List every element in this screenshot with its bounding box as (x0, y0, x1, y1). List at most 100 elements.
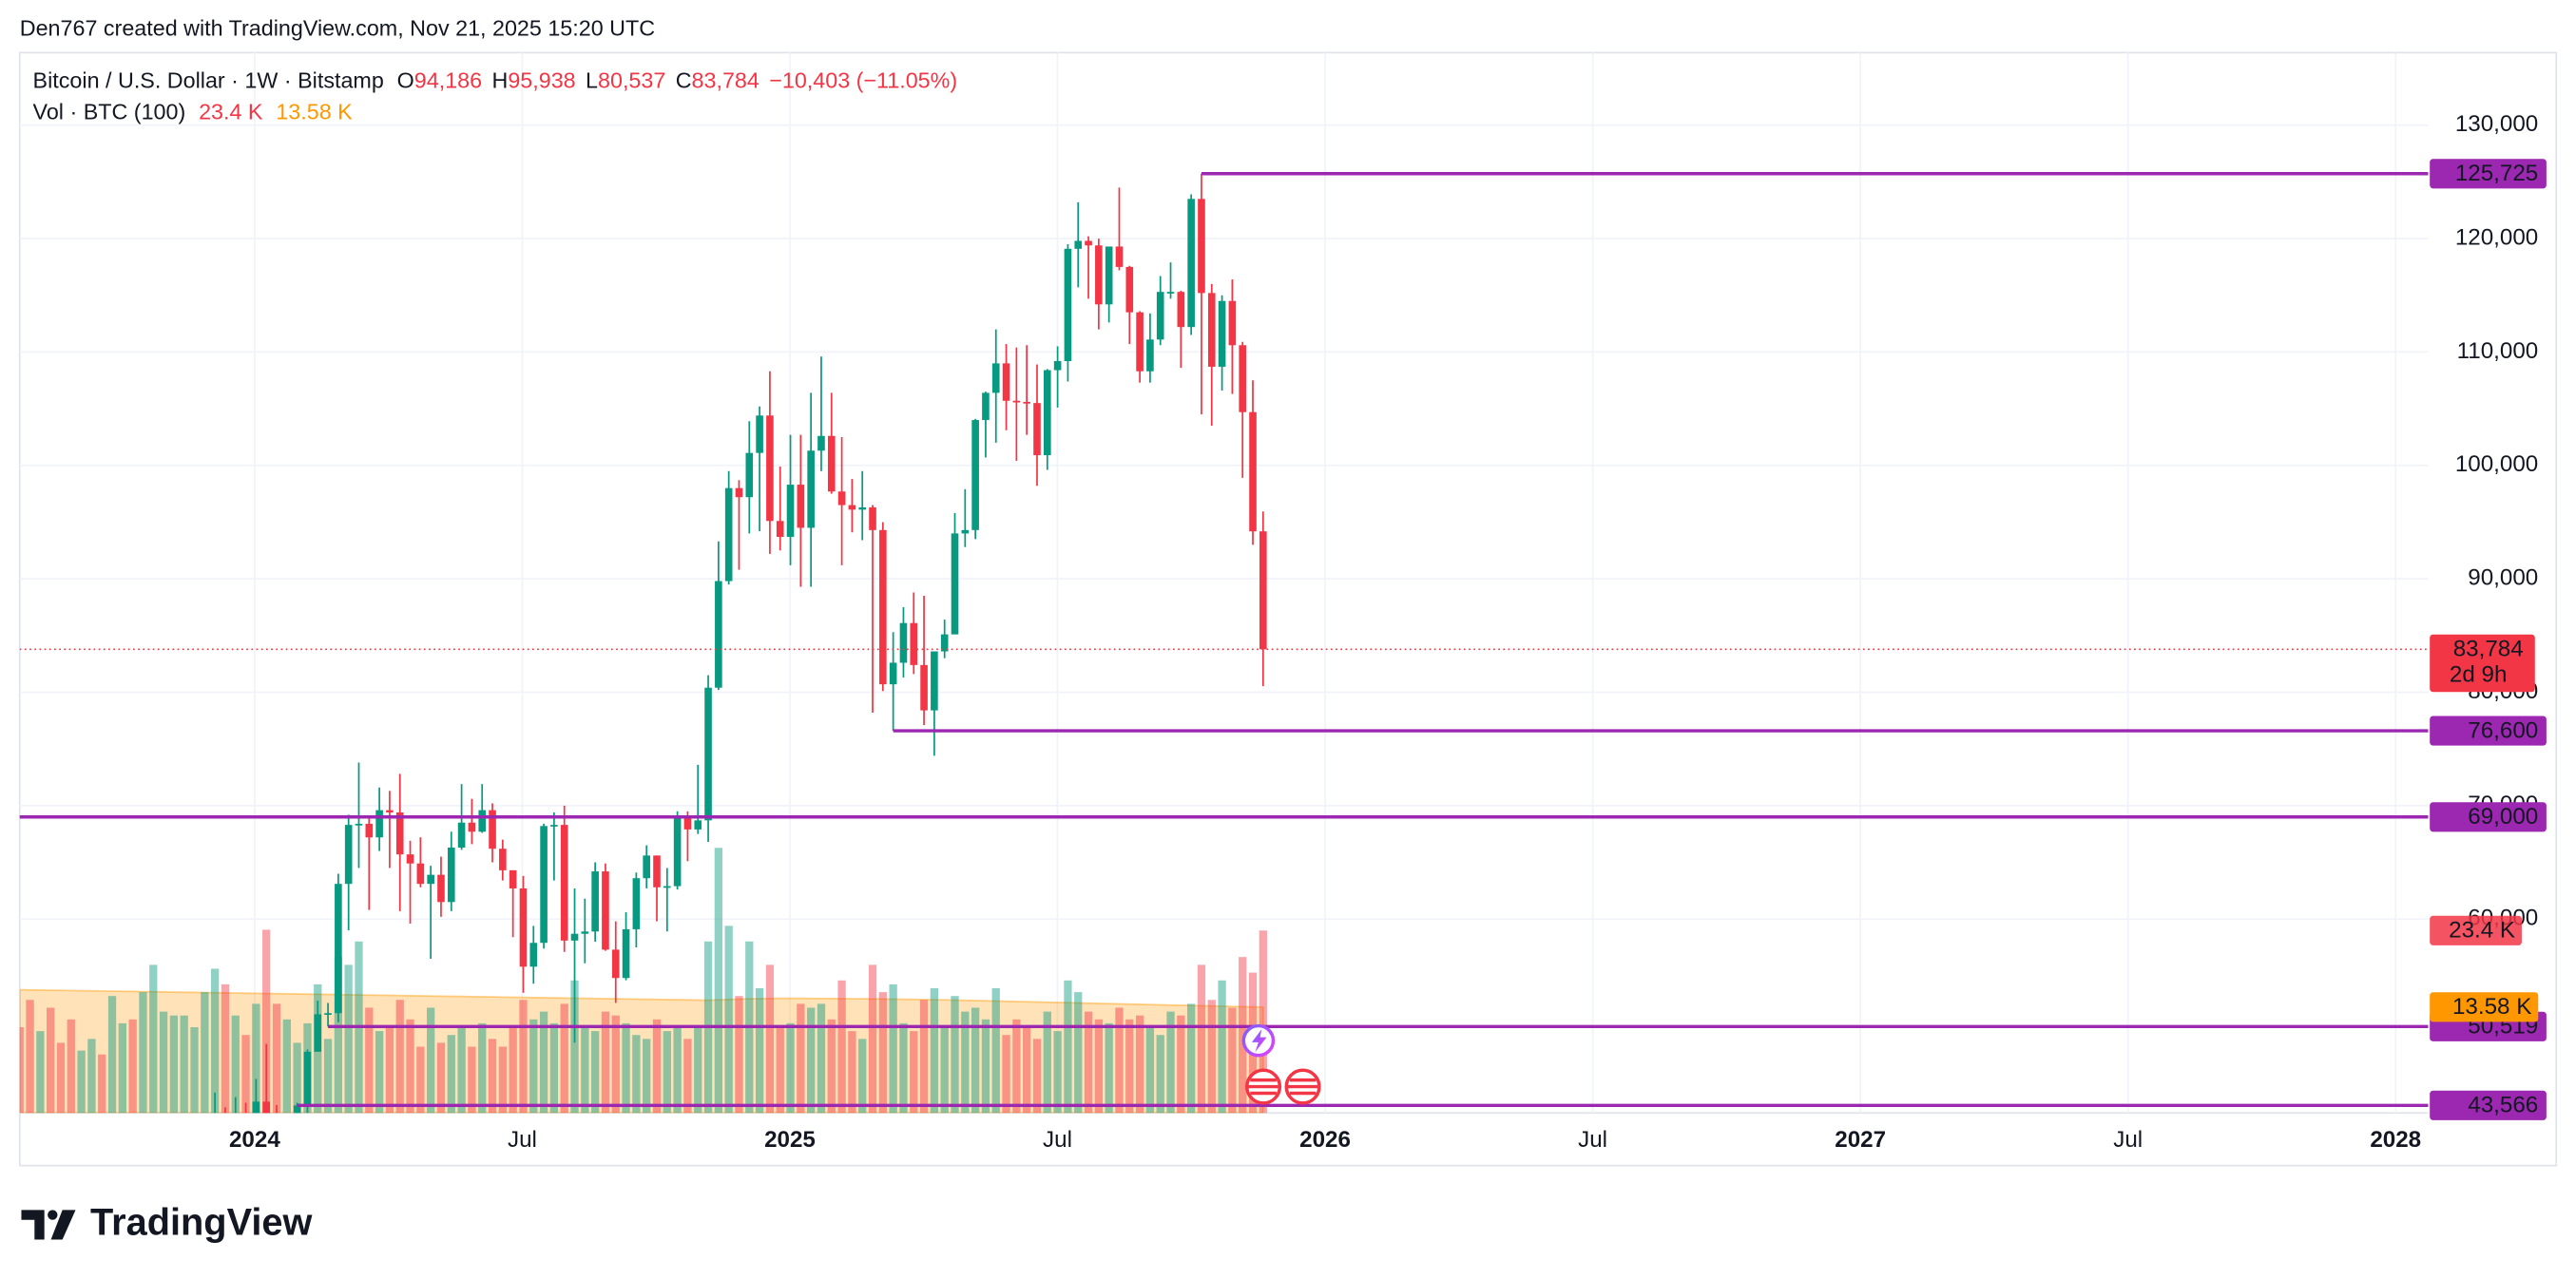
volume-bar (1218, 980, 1226, 1114)
volume-bar (1105, 1022, 1113, 1114)
candle-body (797, 485, 805, 528)
volume-bar (549, 1022, 559, 1114)
candle-body (324, 1013, 332, 1015)
candle-body (1136, 312, 1144, 372)
flag-stripes (1288, 1078, 1318, 1096)
candle-body (591, 871, 599, 932)
candle-body (1053, 360, 1062, 371)
flag-stripes (1248, 1078, 1278, 1096)
candle-body (395, 811, 404, 855)
candle-body (971, 420, 979, 530)
volume-bar (1053, 1031, 1062, 1114)
candle-body (262, 1101, 270, 1114)
volume-bar (282, 1019, 291, 1114)
x-tick-label: Jul (508, 1127, 537, 1153)
volume-bar (1002, 1035, 1010, 1114)
volume-bar (981, 1019, 990, 1114)
candle-body (724, 487, 733, 582)
candle-body (910, 622, 918, 665)
volume-bar (427, 1007, 435, 1114)
level-label: 69,000 (2468, 804, 2538, 830)
volume-bar (1064, 980, 1072, 1114)
event-icons (1241, 1023, 1321, 1105)
volume-bar (807, 1007, 816, 1114)
volume-bar (67, 1019, 75, 1114)
candle-body (848, 505, 856, 510)
volume-bar (560, 1003, 568, 1114)
volume-bar (478, 1022, 487, 1114)
volume-bar (1156, 1035, 1164, 1114)
volume-bar (735, 996, 743, 1114)
candle-body (807, 450, 815, 528)
level-label-box (2430, 1090, 2547, 1120)
legend-value: 94,186 (414, 68, 482, 93)
candle-body (756, 415, 763, 453)
y-tick-label: 110,000 (2457, 338, 2539, 364)
candle-body (1187, 199, 1195, 328)
volume-bar (56, 1042, 66, 1114)
candle-body (837, 491, 846, 506)
candle-body (478, 810, 487, 832)
axes: 60,00070,00080,00090,000100,000110,00012… (19, 111, 2547, 1153)
volume-bar (293, 1042, 301, 1114)
volume-bar (190, 1027, 199, 1114)
volume-bar (570, 980, 579, 1114)
volume-bar (365, 1007, 374, 1114)
candle-body (344, 825, 353, 885)
volume-bar (611, 1015, 620, 1114)
logo-part (48, 1210, 58, 1220)
volume-bar (19, 1027, 24, 1114)
candle-body (468, 822, 476, 832)
volume-bar (663, 1031, 671, 1114)
volume-bar (334, 957, 343, 1114)
candle-body (653, 855, 661, 888)
candle-body (858, 506, 867, 510)
volume-bar (1115, 1007, 1124, 1114)
candle-body (611, 949, 620, 979)
volume-bar (323, 1039, 333, 1114)
volume-bar (128, 1019, 137, 1114)
volume-bar (201, 992, 209, 1114)
volume-bar (1012, 1019, 1021, 1114)
volume-bar (47, 1007, 55, 1114)
last-price-box (2430, 634, 2535, 693)
level-label: 43,566 (2468, 1093, 2538, 1118)
volume-bar (797, 1003, 805, 1114)
candle-body (489, 810, 496, 849)
candle-body (745, 452, 754, 498)
candle-body (509, 869, 517, 888)
volume-bar (1125, 1019, 1134, 1114)
candle-body (499, 849, 507, 870)
volume-bar (221, 983, 230, 1114)
lightning-glyph (1251, 1029, 1267, 1053)
volume-bar (1177, 1015, 1185, 1114)
volume-bar (878, 992, 887, 1114)
plot-area (19, 173, 2429, 1114)
candle-body (1177, 292, 1185, 328)
symbol: Bitcoin / U.S. Dollar · 1W · Bitstamp (33, 68, 384, 93)
volume-bar (673, 1027, 682, 1114)
candle-body (1249, 411, 1257, 532)
candle-body (920, 664, 928, 711)
volume-value: 23.4 K (199, 100, 263, 124)
volume-bar (77, 1050, 86, 1114)
candle-body (1012, 400, 1021, 403)
volume-bar (395, 1000, 404, 1114)
candle-body (1259, 531, 1267, 650)
volume-bar (344, 964, 353, 1114)
volume-ma-label: 13.58 K (2452, 994, 2531, 1020)
candle-body (314, 1014, 322, 1052)
legend-value: 80,537 (598, 68, 665, 93)
candle-body (1023, 401, 1030, 404)
candle-body (406, 854, 414, 864)
candle-body (951, 533, 959, 635)
volume-bar (385, 1027, 394, 1114)
chart-frame (18, 51, 2558, 1167)
last-price-label: 83,784 (2453, 637, 2524, 662)
candle-body (365, 823, 374, 838)
x-tick-label: 2027 (1835, 1127, 1886, 1153)
volume-bar (1197, 964, 1206, 1114)
logo-part (21, 1210, 45, 1240)
